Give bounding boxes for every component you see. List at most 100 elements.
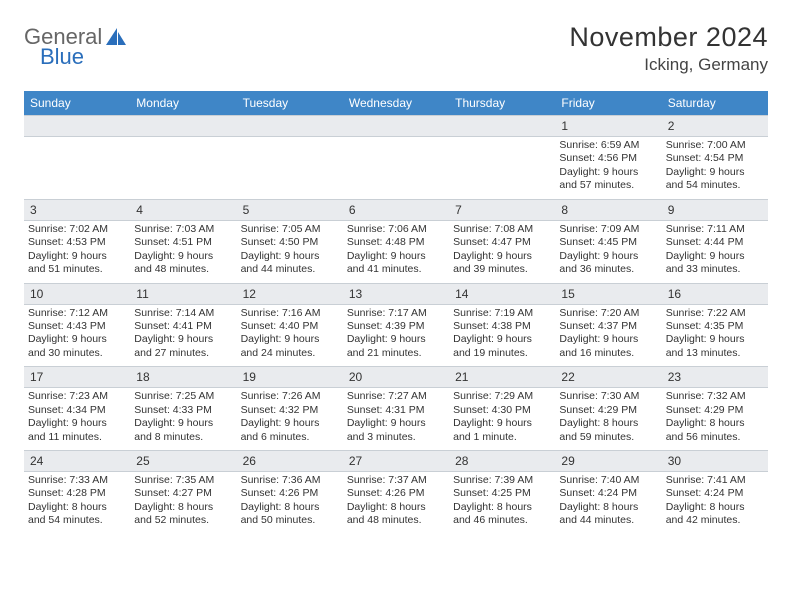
sunset-text: Sunset: 4:54 PM <box>666 152 764 165</box>
sunrise-text: Sunrise: 7:02 AM <box>28 223 126 236</box>
sunset-text: Sunset: 4:28 PM <box>28 487 126 500</box>
daylight-text: Daylight: 9 hours and 44 minutes. <box>241 250 339 277</box>
sunrise-text: Sunrise: 7:03 AM <box>134 223 232 236</box>
sunset-text: Sunset: 4:34 PM <box>28 404 126 417</box>
daylight-text: Daylight: 9 hours and 30 minutes. <box>28 333 126 360</box>
day-cell: Sunrise: 7:11 AMSunset: 4:44 PMDaylight:… <box>662 220 768 283</box>
day-cell <box>237 137 343 200</box>
sunset-text: Sunset: 4:37 PM <box>559 320 657 333</box>
sunrise-text: Sunrise: 7:19 AM <box>453 307 551 320</box>
day-cell <box>24 137 130 200</box>
day-number: 18 <box>130 367 236 388</box>
day-cell <box>130 137 236 200</box>
daylight-text: Daylight: 9 hours and 41 minutes. <box>347 250 445 277</box>
sunrise-text: Sunrise: 7:23 AM <box>28 390 126 403</box>
day-number <box>130 116 236 137</box>
day-cell: Sunrise: 7:05 AMSunset: 4:50 PMDaylight:… <box>237 220 343 283</box>
sunset-text: Sunset: 4:43 PM <box>28 320 126 333</box>
daylight-text: Daylight: 9 hours and 8 minutes. <box>134 417 232 444</box>
week-row: Sunrise: 7:02 AMSunset: 4:53 PM Daylight:… <box>24 220 768 283</box>
day-cell: Sunrise: 7:03 AMSunset: 4:51 PMDaylight:… <box>130 220 236 283</box>
day-cell: Sunrise: 7:00 AMSunset: 4:54 PMDaylight:… <box>662 137 768 200</box>
week-row: Sunrise: 7:23 AMSunset: 4:34 PMDaylight:… <box>24 388 768 451</box>
daynum-row: 3456789 <box>24 199 768 220</box>
day-cell: Sunrise: 7:08 AMSunset: 4:47 PMDaylight:… <box>449 220 555 283</box>
day-number: 25 <box>130 451 236 472</box>
daynum-row: 10111213141516 <box>24 283 768 304</box>
day-number: 30 <box>662 451 768 472</box>
day-number: 4 <box>130 199 236 220</box>
day-number: 8 <box>555 199 661 220</box>
daylight-text: Daylight: 9 hours and 21 minutes. <box>347 333 445 360</box>
day-cell: Sunrise: 7:32 AMSunset: 4:29 PMDaylight:… <box>662 388 768 451</box>
dayname-wednesday: Wednesday <box>343 91 449 116</box>
day-cell: Sunrise: 7:06 AMSunset: 4:48 PMDaylight:… <box>343 220 449 283</box>
sunrise-text: Sunrise: 7:26 AM <box>241 390 339 403</box>
sunrise-text: Sunrise: 7:20 AM <box>559 307 657 320</box>
sunrise-text: Sunrise: 7:29 AM <box>453 390 551 403</box>
sunrise-text: Sunrise: 7:00 AM <box>666 139 764 152</box>
day-number: 12 <box>237 283 343 304</box>
sunset-text: Sunset: 4:32 PM <box>241 404 339 417</box>
sunset-text: Sunset: 4:38 PM <box>453 320 551 333</box>
day-cell: Sunrise: 7:20 AMSunset: 4:37 PMDaylight:… <box>555 304 661 367</box>
daylight-text: Daylight: 9 hours and 24 minutes. <box>241 333 339 360</box>
day-number: 17 <box>24 367 130 388</box>
sunrise-text: Sunrise: 7:16 AM <box>241 307 339 320</box>
day-number: 27 <box>343 451 449 472</box>
sunrise-text: Sunrise: 7:33 AM <box>28 474 126 487</box>
daylight-text: Daylight: 9 hours and 27 minutes. <box>134 333 232 360</box>
day-cell: Sunrise: 7:19 AMSunset: 4:38 PMDaylight:… <box>449 304 555 367</box>
daynum-row: 12 <box>24 116 768 137</box>
calendar-table: SundayMondayTuesdayWednesdayThursdayFrid… <box>24 91 768 534</box>
week-row: Sunrise: 7:12 AMSunset: 4:43 PMDaylight:… <box>24 304 768 367</box>
day-number <box>449 116 555 137</box>
logo-text-2: Blue <box>40 44 84 70</box>
day-number: 3 <box>24 199 130 220</box>
day-cell: Sunrise: 7:40 AMSunset: 4:24 PMDaylight:… <box>555 472 661 534</box>
sunrise-text: Sunrise: 7:14 AM <box>134 307 232 320</box>
daylight-text: Daylight: 8 hours and 44 minutes. <box>559 501 657 528</box>
day-number: 2 <box>662 116 768 137</box>
sunrise-text: Sunrise: 7:06 AM <box>347 223 445 236</box>
dayname-row: SundayMondayTuesdayWednesdayThursdayFrid… <box>24 91 768 116</box>
sunset-text: Sunset: 4:53 PM <box>28 236 126 249</box>
daylight-text: Daylight: 9 hours and 54 minutes. <box>666 166 764 193</box>
daylight-text: Daylight: 8 hours and 42 minutes. <box>666 501 764 528</box>
sunrise-text: Sunrise: 7:05 AM <box>241 223 339 236</box>
sunset-text: Sunset: 4:56 PM <box>559 152 657 165</box>
day-number <box>237 116 343 137</box>
week-row: Sunrise: 6:59 AMSunset: 4:56 PM Daylight:… <box>24 137 768 200</box>
day-number: 16 <box>662 283 768 304</box>
day-cell: Sunrise: 6:59 AMSunset: 4:56 PMDaylight:… <box>555 137 661 200</box>
day-number: 22 <box>555 367 661 388</box>
day-cell: Sunrise: 7:25 AMSunset: 4:33 PMDaylight:… <box>130 388 236 451</box>
week-row: Sunrise: 7:33 AMSunset: 4:28 PM Daylight:… <box>24 472 768 534</box>
day-cell: Sunrise: 7:41 AMSunset: 4:24 PMDaylight:… <box>662 472 768 534</box>
sunset-text: Sunset: 4:30 PM <box>453 404 551 417</box>
location: Icking, Germany <box>569 55 768 75</box>
day-number: 26 <box>237 451 343 472</box>
sunset-text: Sunset: 4:27 PM <box>134 487 232 500</box>
sunset-text: Sunset: 4:39 PM <box>347 320 445 333</box>
daylight-text: Daylight: 9 hours and 48 minutes. <box>134 250 232 277</box>
sunrise-text: Sunrise: 7:09 AM <box>559 223 657 236</box>
day-number: 29 <box>555 451 661 472</box>
sunrise-text: Sunrise: 7:27 AM <box>347 390 445 403</box>
daylight-text: Daylight: 9 hours and 39 minutes. <box>453 250 551 277</box>
sunset-text: Sunset: 4:25 PM <box>453 487 551 500</box>
sunset-text: Sunset: 4:47 PM <box>453 236 551 249</box>
daylight-text: Daylight: 8 hours and 56 minutes. <box>666 417 764 444</box>
daylight-text: Daylight: 9 hours and 16 minutes. <box>559 333 657 360</box>
sunrise-text: Sunrise: 7:37 AM <box>347 474 445 487</box>
sunrise-text: Sunrise: 6:59 AM <box>559 139 657 152</box>
dayname-sunday: Sunday <box>24 91 130 116</box>
day-number: 20 <box>343 367 449 388</box>
sunset-text: Sunset: 4:35 PM <box>666 320 764 333</box>
day-cell <box>449 137 555 200</box>
day-cell: Sunrise: 7:12 AMSunset: 4:43 PMDaylight:… <box>24 304 130 367</box>
day-number: 23 <box>662 367 768 388</box>
day-number: 10 <box>24 283 130 304</box>
sunrise-text: Sunrise: 7:32 AM <box>666 390 764 403</box>
daylight-text: Daylight: 9 hours and 11 minutes. <box>28 417 126 444</box>
